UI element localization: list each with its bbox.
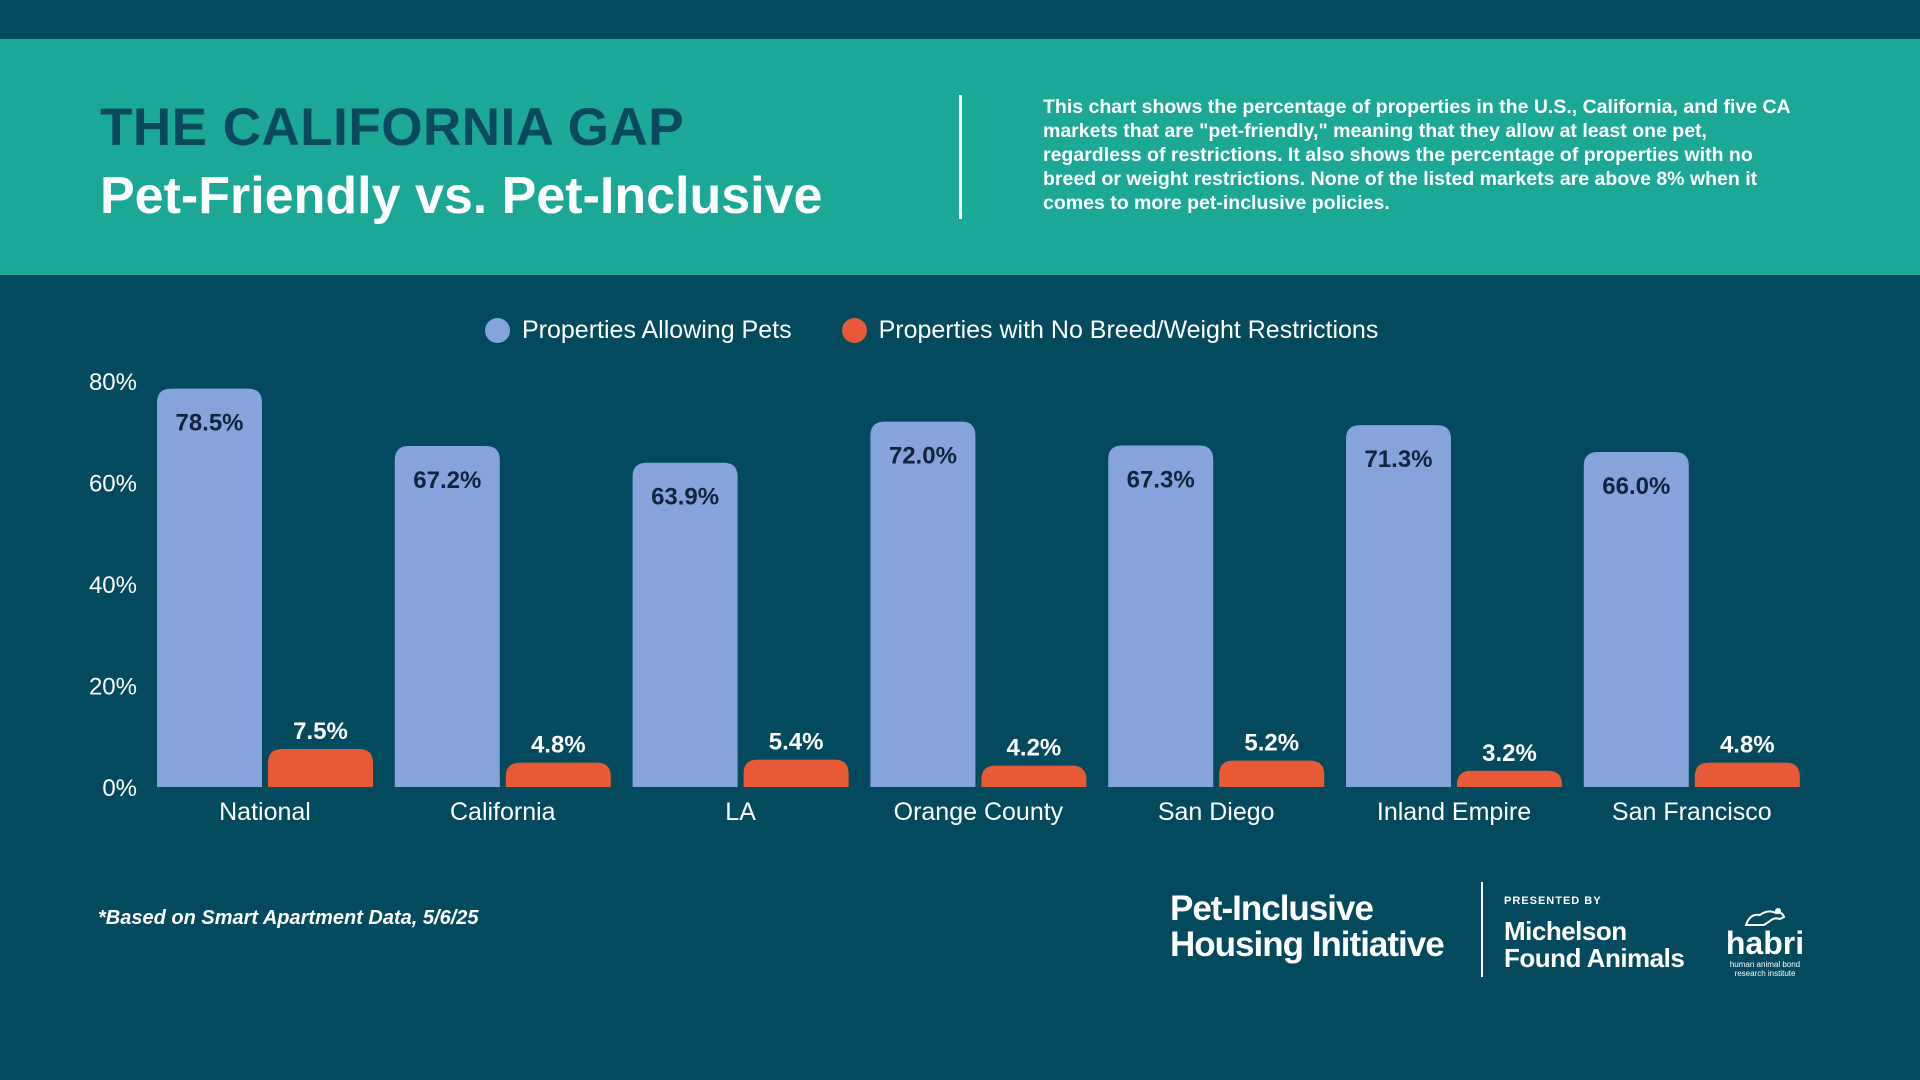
page-title: THE CALIFORNIA GAP (100, 98, 685, 157)
bar-san-francisco-series-2 (1694, 762, 1800, 787)
header-divider (959, 95, 962, 219)
y-tick-label-60: 60% (89, 471, 137, 498)
x-tick-label-san-diego: San Diego (1158, 798, 1275, 826)
bar-orange-county-series-2 (981, 765, 1087, 787)
habri-tagline: human animal bond research institute (1729, 960, 1801, 978)
bar-san-diego-series-1 (1108, 445, 1214, 787)
data-label-la-series-2: 5.4% (769, 729, 824, 756)
legend-item-no-restrictions: Properties with No Breed/Weight Restrict… (841, 316, 1379, 345)
x-tick-label-orange-county: Orange County (894, 798, 1064, 826)
bar-san-francisco-series-1 (1583, 452, 1689, 787)
bar-inland-empire-series-2 (1457, 770, 1562, 787)
data-label-san-diego-series-2: 5.2% (1244, 730, 1299, 757)
habri-logo: habri human animal bond research institu… (1720, 905, 1810, 978)
x-tick-label-california: California (450, 798, 556, 826)
data-label-san-francisco-series-1: 66.0% (1602, 473, 1670, 500)
data-label-san-francisco-series-2: 4.8% (1720, 732, 1775, 759)
data-label-california-series-1: 67.2% (413, 467, 481, 494)
legend-item-allowing-pets: Properties Allowing Pets (485, 316, 792, 345)
habri-wordmark: habri (1725, 925, 1805, 961)
bar-inland-empire-series-1 (1346, 425, 1451, 787)
michelson-found-animals-logo: Michelson Found Animals (1504, 916, 1685, 973)
pihi-logo: Pet-Inclusive Housing Initiative (1170, 889, 1445, 964)
data-label-national-series-1: 78.5% (175, 410, 243, 437)
mfa-logo-line1: Michelson (1504, 916, 1627, 946)
bar-national-series-1 (157, 388, 262, 787)
y-tick-label-80: 80% (89, 369, 137, 396)
logo-divider (1481, 882, 1483, 977)
y-tick-label-0: 0% (102, 775, 137, 802)
data-label-california-series-2: 4.8% (531, 732, 586, 759)
bar-orange-county-series-1 (870, 421, 976, 787)
bar-california-series-2 (505, 762, 611, 787)
bar-national-series-2 (268, 748, 373, 787)
pihi-logo-line1: Pet-Inclusive (1170, 889, 1374, 928)
x-tick-label-san-francisco: San Francisco (1612, 798, 1772, 826)
header-description: This chart shows the percentage of prope… (1043, 96, 1790, 214)
habri-animals-icon (1744, 908, 1786, 926)
bar-san-diego-series-2 (1219, 760, 1325, 787)
data-label-national-series-2: 7.5% (293, 718, 348, 745)
data-label-la-series-1: 63.9% (651, 484, 719, 511)
y-tick-label-40: 40% (89, 572, 137, 599)
x-tick-label-la: LA (725, 798, 756, 826)
x-tick-label-inland-empire: Inland Empire (1377, 798, 1531, 826)
footnote: *Based on Smart Apartment Data, 5/6/25 (98, 907, 479, 929)
pihi-logo-line2: Housing Initiative (1170, 925, 1445, 964)
data-label-san-diego-series-1: 67.3% (1127, 466, 1195, 493)
presented-by-label: PRESENTED BY (1504, 895, 1602, 907)
bar-la-series-2 (743, 759, 849, 787)
legend-dot-no-restrictions (841, 318, 867, 343)
bar-la-series-1 (632, 462, 738, 787)
data-label-orange-county-series-2: 4.2% (1007, 735, 1062, 762)
data-label-orange-county-series-1: 72.0% (889, 443, 957, 470)
bar-california-series-1 (394, 445, 500, 787)
y-tick-label-20: 20% (89, 674, 137, 701)
data-label-inland-empire-series-1: 71.3% (1364, 446, 1432, 473)
data-label-inland-empire-series-2: 3.2% (1482, 740, 1537, 767)
page-subtitle: Pet-Friendly vs. Pet-Inclusive (100, 167, 823, 225)
legend-label-allowing-pets: Properties Allowing Pets (522, 316, 792, 344)
legend-label-no-restrictions: Properties with No Breed/Weight Restrict… (878, 316, 1379, 344)
mfa-logo-line2: Found Animals (1504, 943, 1685, 973)
chart-legend: Properties Allowing Pets Properties with… (485, 316, 1378, 345)
x-tick-label-national: National (219, 798, 311, 826)
legend-dot-allowing-pets (485, 318, 510, 343)
